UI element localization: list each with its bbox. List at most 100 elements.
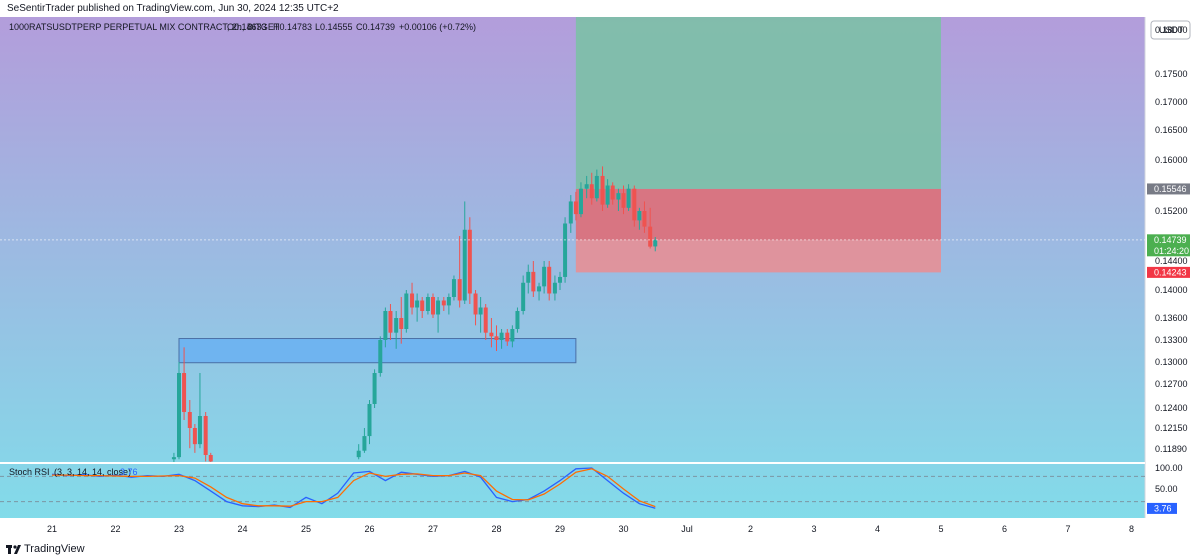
ohlc-low: L0.14555 (315, 22, 353, 32)
rsi-params: (3, 3, 14, 14, close) (54, 467, 131, 477)
candle-body (410, 293, 415, 308)
stop-label: 0.14243 (1154, 267, 1187, 277)
tradingview-logo-icon (6, 545, 21, 554)
time-tick-label: 7 (1065, 524, 1070, 534)
time-tick-label: 2 (748, 524, 753, 534)
time-axis-panel[interactable] (0, 518, 1145, 538)
candle-body (637, 211, 642, 221)
candle-body (467, 229, 472, 294)
candle-body (404, 293, 409, 329)
candle-body (457, 279, 462, 301)
candle-body (197, 416, 202, 445)
candle-body (415, 300, 420, 308)
ohlc-high: H0.14783 (273, 22, 312, 32)
candle-body (367, 404, 372, 437)
candle-body (431, 297, 435, 315)
candle-body (642, 211, 647, 227)
price-tick-label: 0.12400 (1155, 403, 1188, 413)
candle-body (399, 318, 404, 329)
rsi-d-line (52, 468, 656, 508)
candle-body (526, 271, 531, 283)
stop-zone (575, 188, 941, 273)
price-tick-label: 0.12150 (1155, 423, 1188, 433)
time-tick-label: 27 (428, 524, 438, 534)
candle-body (568, 201, 573, 224)
rsi-value-badge-bg (1147, 502, 1177, 514)
price-tick-label: 0.17500 (1155, 69, 1188, 79)
target-zone (575, 17, 941, 189)
candle-body (632, 188, 637, 221)
candle-body (171, 457, 176, 460)
footer-brand: TradingView (24, 543, 85, 555)
stop-label-bg (1147, 266, 1190, 278)
price-tick-label: 0.14000 (1155, 285, 1188, 295)
candle-body (378, 340, 383, 373)
panel-separator[interactable] (0, 462, 1145, 464)
currency-badge[interactable] (1150, 20, 1191, 40)
candle-body (578, 188, 583, 215)
ohlc-close: C0.14739 (356, 22, 395, 32)
candle-body (589, 184, 594, 199)
time-tick-label: 23 (174, 524, 184, 534)
rsi-tick-label: 50.00 (1155, 484, 1178, 494)
time-tick-label: 21 (47, 524, 57, 534)
time-tick-label: 5 (938, 524, 943, 534)
candle-body (616, 193, 621, 200)
time-tick-label: 22 (110, 524, 120, 534)
candle-body (547, 266, 552, 294)
stoch-rsi-panel (0, 467, 1145, 509)
symbol-line: 1000RATSUSDTPERP PERPETUAL MIX CONTRACT,… (9, 22, 280, 32)
time-tick-label: 26 (364, 524, 374, 534)
time-tick-label: 8 (1129, 524, 1134, 534)
candle-body (356, 450, 361, 458)
candle-body (425, 297, 430, 311)
rsi-current-value: 3.76 (120, 467, 138, 477)
time-tick-label: 30 (618, 524, 628, 534)
price-tick-label: 0.11890 (1155, 444, 1187, 454)
candle-body (584, 184, 589, 189)
time-tick-label: 4 (875, 524, 880, 534)
candle-body (192, 428, 197, 445)
candle-body (594, 175, 599, 199)
candle-body (478, 307, 483, 315)
candle-body (436, 300, 441, 315)
candle-body (362, 436, 367, 451)
candle-body (441, 300, 446, 306)
candle-body (383, 311, 388, 340)
candle-body (563, 223, 568, 277)
publisher-header: SeSentirTrader published on TradingView.… (0, 0, 1200, 17)
plot-background (0, 17, 1145, 538)
candle-body (605, 185, 610, 205)
candle-body (372, 373, 377, 404)
candle-body (610, 185, 615, 200)
zones-layer (178, 17, 941, 364)
candle-body (552, 282, 557, 294)
candle-body (462, 229, 467, 301)
candle-body (653, 239, 658, 247)
candle-body (489, 332, 494, 337)
candle-body (473, 293, 478, 315)
target-entry-label-bg (1147, 183, 1190, 195)
target-entry-label: 0.15546 (1154, 184, 1187, 194)
candle-body (558, 276, 562, 283)
candle-body (446, 297, 451, 306)
candle-body (621, 193, 626, 208)
rsi-value-badge: 3.76 (1154, 503, 1172, 513)
candle-body (515, 311, 520, 329)
stop-zone-shade (575, 239, 941, 273)
price-tick-label: 0.12700 (1155, 379, 1188, 389)
candle-body (510, 329, 515, 342)
candle-body (208, 455, 213, 462)
footer: TradingView (0, 538, 1200, 560)
price-tick-label: 0.13000 (1155, 357, 1188, 367)
candle-body (531, 271, 536, 292)
rsi-axis-ticks: 100.00 50.00 3.76 (1147, 463, 1183, 514)
price-tick-label: 0.18000 (1155, 25, 1188, 35)
time-tick-label: 25 (301, 524, 311, 534)
candle-body (626, 188, 631, 208)
candle-body (203, 416, 208, 455)
candle-body (499, 332, 504, 340)
time-tick-label: 24 (237, 524, 247, 534)
price-tick-label: 0.15200 (1155, 206, 1188, 216)
